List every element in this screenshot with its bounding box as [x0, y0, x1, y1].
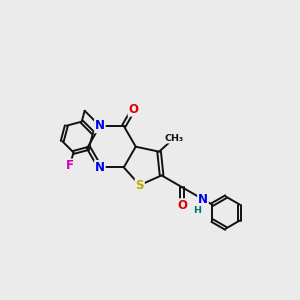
Text: O: O — [128, 103, 138, 116]
Text: N: N — [95, 161, 105, 174]
Text: N: N — [198, 193, 208, 206]
Text: S: S — [136, 178, 144, 192]
Text: CH₃: CH₃ — [164, 134, 184, 143]
Text: N: N — [95, 119, 105, 133]
Text: O: O — [177, 199, 187, 212]
Text: F: F — [66, 159, 74, 172]
Text: H: H — [193, 206, 201, 215]
